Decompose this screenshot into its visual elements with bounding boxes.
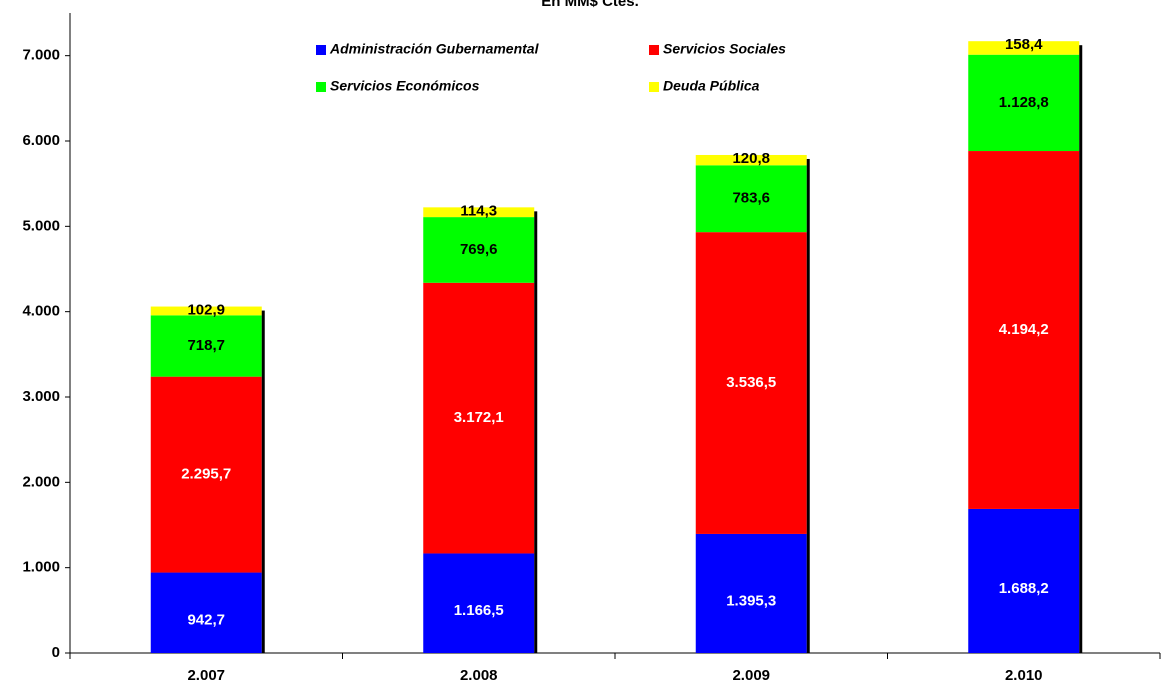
y-tick-label: 1.000: [22, 559, 60, 576]
data-label: 120,8: [732, 150, 770, 167]
bar-shadow: [261, 310, 265, 653]
chart-title: En MM$ Ctes.: [541, 0, 639, 10]
bar-segment: [695, 165, 807, 233]
data-label: 158,4: [1005, 36, 1043, 53]
data-label: 3.536,5: [726, 374, 776, 391]
bar-segment: [968, 151, 1080, 509]
legend-label: Servicios Sociales: [663, 41, 786, 57]
data-label: 783,6: [732, 190, 770, 207]
legend-swatch: [649, 82, 659, 92]
bar-segment: [695, 533, 807, 653]
bar-shadow: [534, 211, 538, 653]
y-tick-label: 3.000: [22, 388, 60, 405]
data-label: 1.128,8: [999, 94, 1049, 111]
y-tick-label: 6.000: [22, 132, 60, 149]
legend-label: Servicios Económicos: [330, 78, 480, 94]
y-tick-label: 0: [52, 644, 60, 661]
legend-swatch: [316, 82, 326, 92]
data-label: 102,9: [187, 302, 225, 319]
bar-segment: [695, 232, 807, 534]
x-tick-label: 2.009: [732, 667, 770, 684]
x-tick-label: 2.010: [1005, 667, 1043, 684]
data-label: 718,7: [187, 337, 225, 354]
data-label: 4.194,2: [999, 321, 1049, 338]
bar-shadow: [1079, 45, 1083, 653]
y-tick-label: 5.000: [22, 217, 60, 234]
data-label: 1.166,5: [454, 602, 504, 619]
bar-segment: [695, 154, 807, 166]
data-label: 114,3: [460, 202, 497, 219]
x-tick-label: 2.008: [460, 667, 498, 684]
bar-segment: [423, 553, 535, 653]
bar-segment: [423, 217, 535, 283]
bar-segment: [150, 306, 262, 316]
data-label: 769,6: [460, 241, 498, 258]
data-label: 2.295,7: [181, 466, 231, 483]
data-label: 3.172,1: [454, 409, 504, 426]
bar-segment: [423, 282, 535, 554]
y-tick-label: 7.000: [22, 47, 60, 64]
bar-segment: [968, 41, 1080, 55]
bar-shadow: [806, 158, 810, 653]
data-label: 942,7: [187, 612, 225, 629]
bar-segment: [150, 376, 262, 573]
legend-swatch: [649, 45, 659, 55]
bar-segment: [423, 207, 535, 218]
legend-label: Deuda Pública: [663, 78, 760, 94]
bar-segment: [150, 315, 262, 377]
bar-segment: [150, 572, 262, 653]
y-tick-label: 4.000: [22, 303, 60, 320]
bar-segment: [968, 508, 1080, 653]
bar-segment: [968, 54, 1080, 152]
y-tick-label: 2.000: [22, 473, 60, 490]
legend-swatch: [316, 45, 326, 55]
x-tick-label: 2.007: [187, 667, 225, 684]
data-label: 1.688,2: [999, 580, 1049, 597]
legend-label: Administración Gubernamental: [329, 41, 540, 57]
data-label: 1.395,3: [726, 592, 776, 609]
